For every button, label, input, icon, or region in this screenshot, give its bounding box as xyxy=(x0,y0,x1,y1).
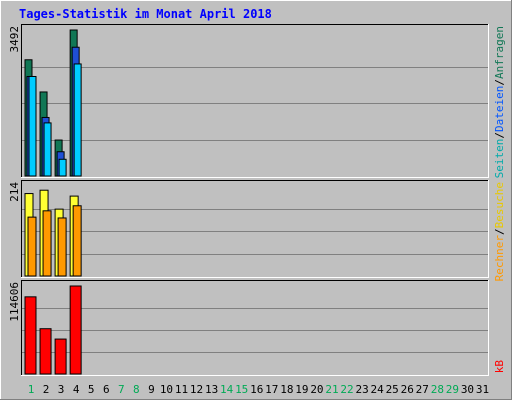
x-tick-label-21: 21 xyxy=(325,383,338,396)
x-tick-label-6: 6 xyxy=(103,383,110,396)
x-tick-label-14: 14 xyxy=(220,383,234,396)
bar-rechner-day-4 xyxy=(72,205,82,277)
legend-3: kB xyxy=(493,360,506,374)
panel-background xyxy=(21,180,489,278)
bar-seiten-day-2 xyxy=(43,122,52,177)
bar-kb-day-1 xyxy=(24,296,37,375)
panel-3: 114606 xyxy=(8,280,489,376)
bar-seiten-day-4 xyxy=(73,63,82,177)
legend-item-anfragen: Anfragen xyxy=(493,26,506,79)
y-axis-max-label: 114606 xyxy=(8,282,21,322)
bar-seiten-day-3 xyxy=(58,158,67,177)
legend-item-dateien: Dateien xyxy=(493,86,506,132)
x-tick-label-19: 19 xyxy=(295,383,308,396)
bar-kb-day-4 xyxy=(69,285,82,375)
chart-title: Tages-Statistik im Monat April 2018 xyxy=(19,7,272,21)
x-tick-label-15: 15 xyxy=(235,383,248,396)
x-tick-label-22: 22 xyxy=(340,383,353,396)
x-tick-label-30: 30 xyxy=(461,383,474,396)
bar-rechner-day-3 xyxy=(57,217,67,277)
chart-panels: 3492 214 114606 xyxy=(8,24,489,376)
x-tick-label-23: 23 xyxy=(355,383,368,396)
x-tick-label-2: 2 xyxy=(43,383,50,396)
panel-2: 214 xyxy=(8,180,489,278)
x-tick-label-12: 12 xyxy=(190,383,203,396)
legend-separator: / xyxy=(493,228,506,235)
x-tick-label-13: 13 xyxy=(205,383,218,396)
x-tick-label-16: 16 xyxy=(250,383,263,396)
bar-rechner-day-2 xyxy=(42,210,52,277)
y-axis-max-label: 214 xyxy=(8,182,21,202)
legend-item-besuche: Besuche xyxy=(493,182,506,228)
x-tick-label-17: 17 xyxy=(265,383,278,396)
legend-separator: / xyxy=(493,79,506,86)
x-tick-label-8: 8 xyxy=(133,383,140,396)
x-tick-label-26: 26 xyxy=(401,383,414,396)
x-tick-label-29: 29 xyxy=(446,383,459,396)
legend-2: Rechner/Besuche xyxy=(493,182,506,281)
panel-background xyxy=(21,280,489,376)
legend-item-rechner: Rechner xyxy=(493,235,506,282)
x-tick-label-7: 7 xyxy=(118,383,125,396)
bar-seiten-day-1 xyxy=(28,75,37,177)
x-tick-label-18: 18 xyxy=(280,383,293,396)
x-tick-label-27: 27 xyxy=(416,383,429,396)
x-tick-label-4: 4 xyxy=(73,383,80,396)
x-tick-label-20: 20 xyxy=(310,383,323,396)
y-axis-max-label: 3492 xyxy=(8,26,21,53)
x-tick-label-31: 31 xyxy=(476,383,489,396)
x-tick-label-10: 10 xyxy=(160,383,173,396)
x-tick-label-28: 28 xyxy=(431,383,444,396)
x-tick-label-1: 1 xyxy=(28,383,35,396)
panel-background xyxy=(21,24,489,178)
legend-separator: / xyxy=(493,132,506,139)
bar-kb-day-2 xyxy=(39,328,52,375)
x-axis-labels: 1 2 3 4 5 6 7 8 9 10 11 12 13 14 15 16 17 18 19 20 21 22 23 24 2… xyxy=(28,383,489,396)
bar-rechner-day-1 xyxy=(27,216,37,277)
legend-item-seiten: Seiten xyxy=(493,139,506,179)
x-tick-label-25: 25 xyxy=(386,383,399,396)
bar-kb-day-3 xyxy=(54,338,67,375)
x-tick-label-3: 3 xyxy=(58,383,65,396)
x-tick-label-9: 9 xyxy=(148,383,155,396)
legend-item-kb: kB xyxy=(493,360,506,374)
legend-1: Seiten/Dateien/Anfragen xyxy=(493,26,506,178)
x-tick-label-24: 24 xyxy=(371,383,385,396)
x-tick-label-11: 11 xyxy=(175,383,188,396)
x-tick-label-5: 5 xyxy=(88,383,95,396)
panel-1: 3492 xyxy=(8,24,489,178)
